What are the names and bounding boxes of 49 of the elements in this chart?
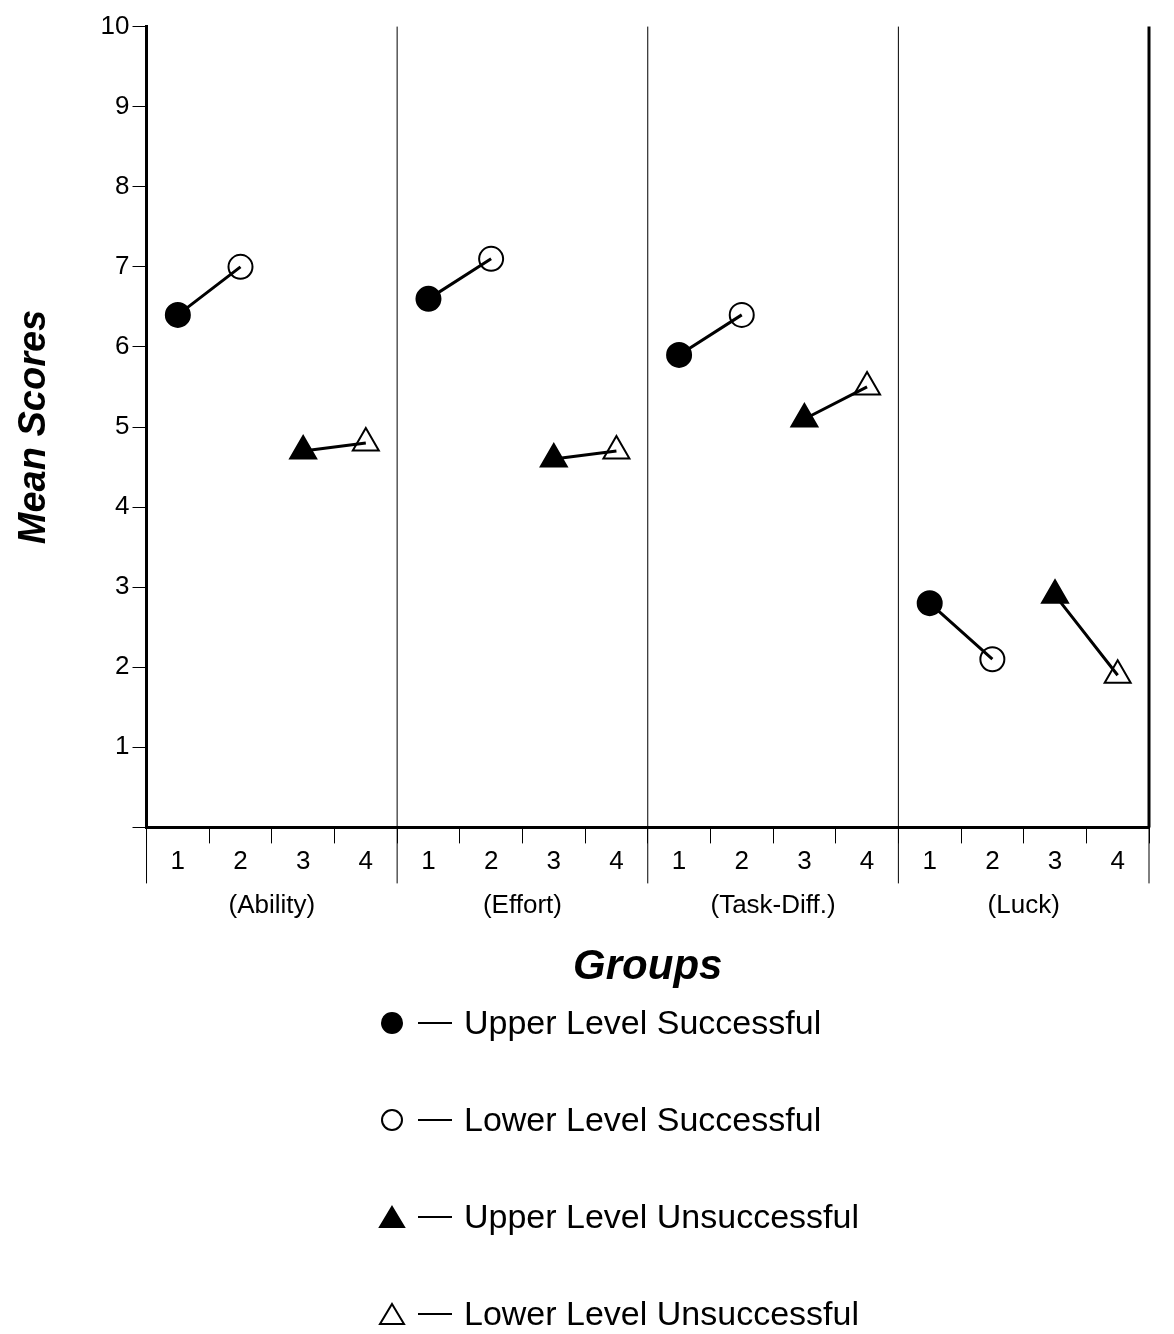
- text: (Effort): [482, 888, 562, 919]
- text: (Luck): [987, 888, 1060, 919]
- point: [728, 301, 755, 328]
- y-tick-label: 7: [115, 250, 130, 281]
- y-axis-title: Mean Scores: [11, 309, 54, 545]
- x-tick-label: 1: [170, 845, 186, 876]
- x-tick-label: 4: [609, 845, 624, 876]
- x-tick-label: 2: [483, 845, 499, 876]
- x-tick-label: 1: [671, 845, 687, 876]
- point: [164, 301, 191, 328]
- text: (Task-Diff.): [710, 888, 836, 919]
- x-tick-label: 4: [358, 845, 374, 876]
- x-tick-label: 4: [1110, 845, 1125, 876]
- x-tick-label: 2: [985, 845, 1000, 876]
- point: [790, 402, 819, 428]
- legend-label: Upper Level Unsuccessful: [464, 1197, 859, 1236]
- text: (Ability): [228, 888, 316, 919]
- point: [415, 285, 442, 312]
- x-tick-label: 1: [922, 845, 937, 876]
- x-tick-label: 3: [546, 845, 562, 876]
- point: [289, 435, 318, 460]
- x-axis-title: Groups: [573, 941, 723, 989]
- x-tick-label: 2: [734, 845, 749, 876]
- legend-label: Upper Level Successful: [464, 1003, 822, 1042]
- y-tick-label: 6: [115, 330, 130, 361]
- x-tick-label: 4: [859, 845, 875, 876]
- y-tick-label: 10: [100, 9, 130, 40]
- x-tick-label: 3: [1047, 845, 1063, 876]
- y-tick-label: 5: [115, 410, 130, 441]
- legend-label: Lower Level Successful: [464, 1100, 822, 1139]
- legend-label: Lower Level Unsuccessful: [464, 1294, 859, 1333]
- y-tick-label: 2: [115, 650, 130, 681]
- point: [602, 435, 631, 460]
- y-tick-label: 1: [115, 730, 130, 761]
- x-tick-label: 3: [797, 845, 812, 876]
- y-tick-label: 3: [115, 570, 130, 601]
- point: [1041, 579, 1070, 604]
- x-tick-label: 3: [295, 845, 311, 876]
- y-tick-label: 9: [115, 89, 130, 120]
- point: [1103, 659, 1132, 684]
- y-tick-label: 4: [115, 490, 130, 521]
- point: [539, 443, 568, 468]
- point: [351, 427, 380, 452]
- x-tick-label: 1: [421, 845, 436, 876]
- point: [227, 253, 254, 280]
- point: [666, 341, 693, 368]
- y-tick-label: 8: [115, 169, 130, 200]
- x-tick-label: 2: [233, 845, 248, 876]
- point: [478, 245, 505, 272]
